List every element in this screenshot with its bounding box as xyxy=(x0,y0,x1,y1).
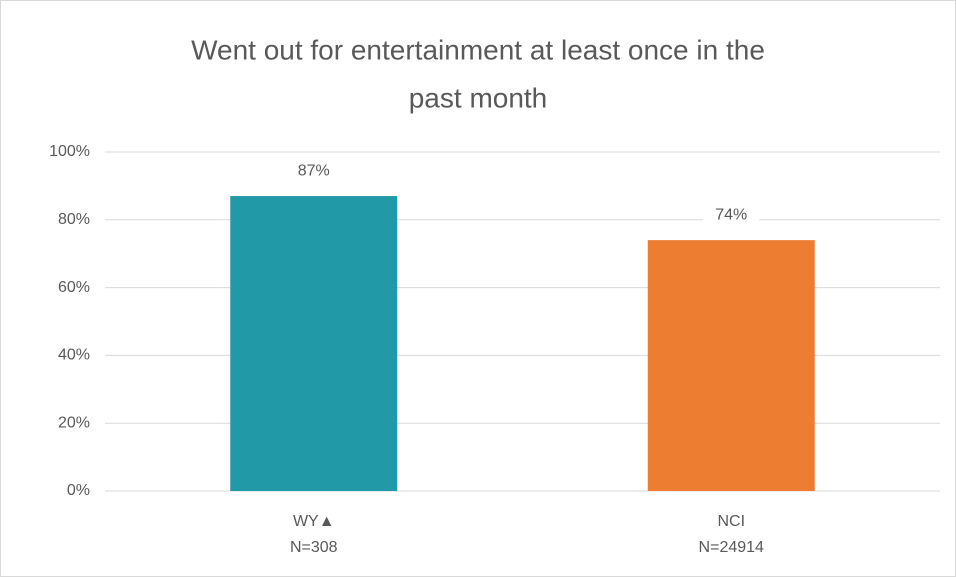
x-tick-label: NCI xyxy=(717,513,745,530)
y-tick-label: 0% xyxy=(67,482,90,499)
y-tick-label: 80% xyxy=(58,211,90,228)
y-tick-label: 60% xyxy=(58,279,90,296)
chart-title: past month xyxy=(409,82,548,113)
y-tick-label: 40% xyxy=(58,347,90,364)
value-label-bg xyxy=(703,204,760,227)
x-tick-label: N=308 xyxy=(290,539,338,556)
value-label: 74% xyxy=(715,206,747,223)
chart-title: Went out for entertainment at least once… xyxy=(191,34,765,65)
x-tick-label: WY▲ xyxy=(293,513,335,530)
bar xyxy=(647,240,815,491)
x-tick-label: N=24914 xyxy=(699,539,764,556)
bar xyxy=(230,196,398,491)
y-tick-label: 100% xyxy=(49,143,90,160)
y-tick-label: 20% xyxy=(58,414,90,431)
value-label-bg xyxy=(285,160,342,183)
value-label: 87% xyxy=(298,162,330,179)
